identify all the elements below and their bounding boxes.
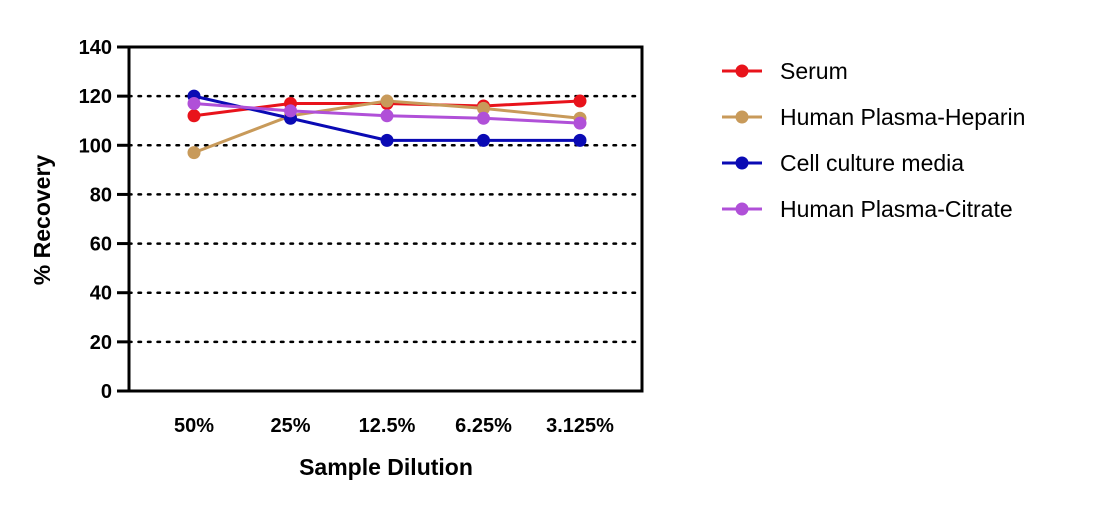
data-point bbox=[573, 116, 587, 130]
y-tick-label: 0 bbox=[101, 381, 112, 403]
data-point bbox=[477, 101, 490, 115]
y-axis-title: % Recovery bbox=[29, 155, 55, 286]
y-tick-label: 120 bbox=[79, 86, 112, 108]
data-point bbox=[477, 133, 490, 147]
data-point bbox=[380, 94, 394, 108]
data-point bbox=[187, 146, 201, 160]
axes: 0 20 40 60 80 100 120 140 50% 25% 12.5% 6.25% 3.125% bbox=[79, 37, 644, 437]
y-tick-label: 60 bbox=[90, 234, 112, 256]
gridlines bbox=[127, 94, 644, 344]
x-axis-title: Sample Dilution bbox=[299, 454, 473, 480]
data-point bbox=[477, 111, 490, 125]
y-tick-label: 100 bbox=[79, 135, 112, 157]
data-point bbox=[573, 133, 587, 147]
legend-marker bbox=[735, 202, 749, 216]
x-tick-label: 12.5% bbox=[359, 415, 416, 437]
legend-marker bbox=[735, 156, 749, 170]
y-tick-label: 40 bbox=[90, 283, 112, 305]
y-tick-label: 20 bbox=[90, 332, 112, 354]
legend-label: Serum bbox=[780, 58, 848, 84]
data-point bbox=[187, 97, 201, 111]
data-point bbox=[380, 109, 394, 123]
legend-marker bbox=[735, 64, 749, 78]
data-point bbox=[284, 104, 297, 118]
x-tick-label: 6.25% bbox=[455, 415, 512, 437]
x-tick-label: 50% bbox=[174, 415, 214, 437]
legend: Serum Human Plasma-Heparin Cell culture me… bbox=[722, 58, 1025, 222]
x-tick-label: 3.125% bbox=[546, 415, 614, 437]
y-tick-label: 80 bbox=[90, 184, 112, 206]
y-tick-label: 140 bbox=[79, 37, 112, 59]
data-point bbox=[573, 94, 587, 108]
legend-label: Human Plasma-Citrate bbox=[780, 196, 1013, 222]
data-point bbox=[187, 109, 201, 123]
data-point bbox=[380, 133, 394, 147]
legend-marker bbox=[735, 110, 749, 124]
legend-label: Human Plasma-Heparin bbox=[780, 104, 1025, 130]
x-tick-label: 25% bbox=[270, 415, 310, 437]
data-series bbox=[187, 89, 587, 160]
legend-label: Cell culture media bbox=[780, 150, 964, 176]
